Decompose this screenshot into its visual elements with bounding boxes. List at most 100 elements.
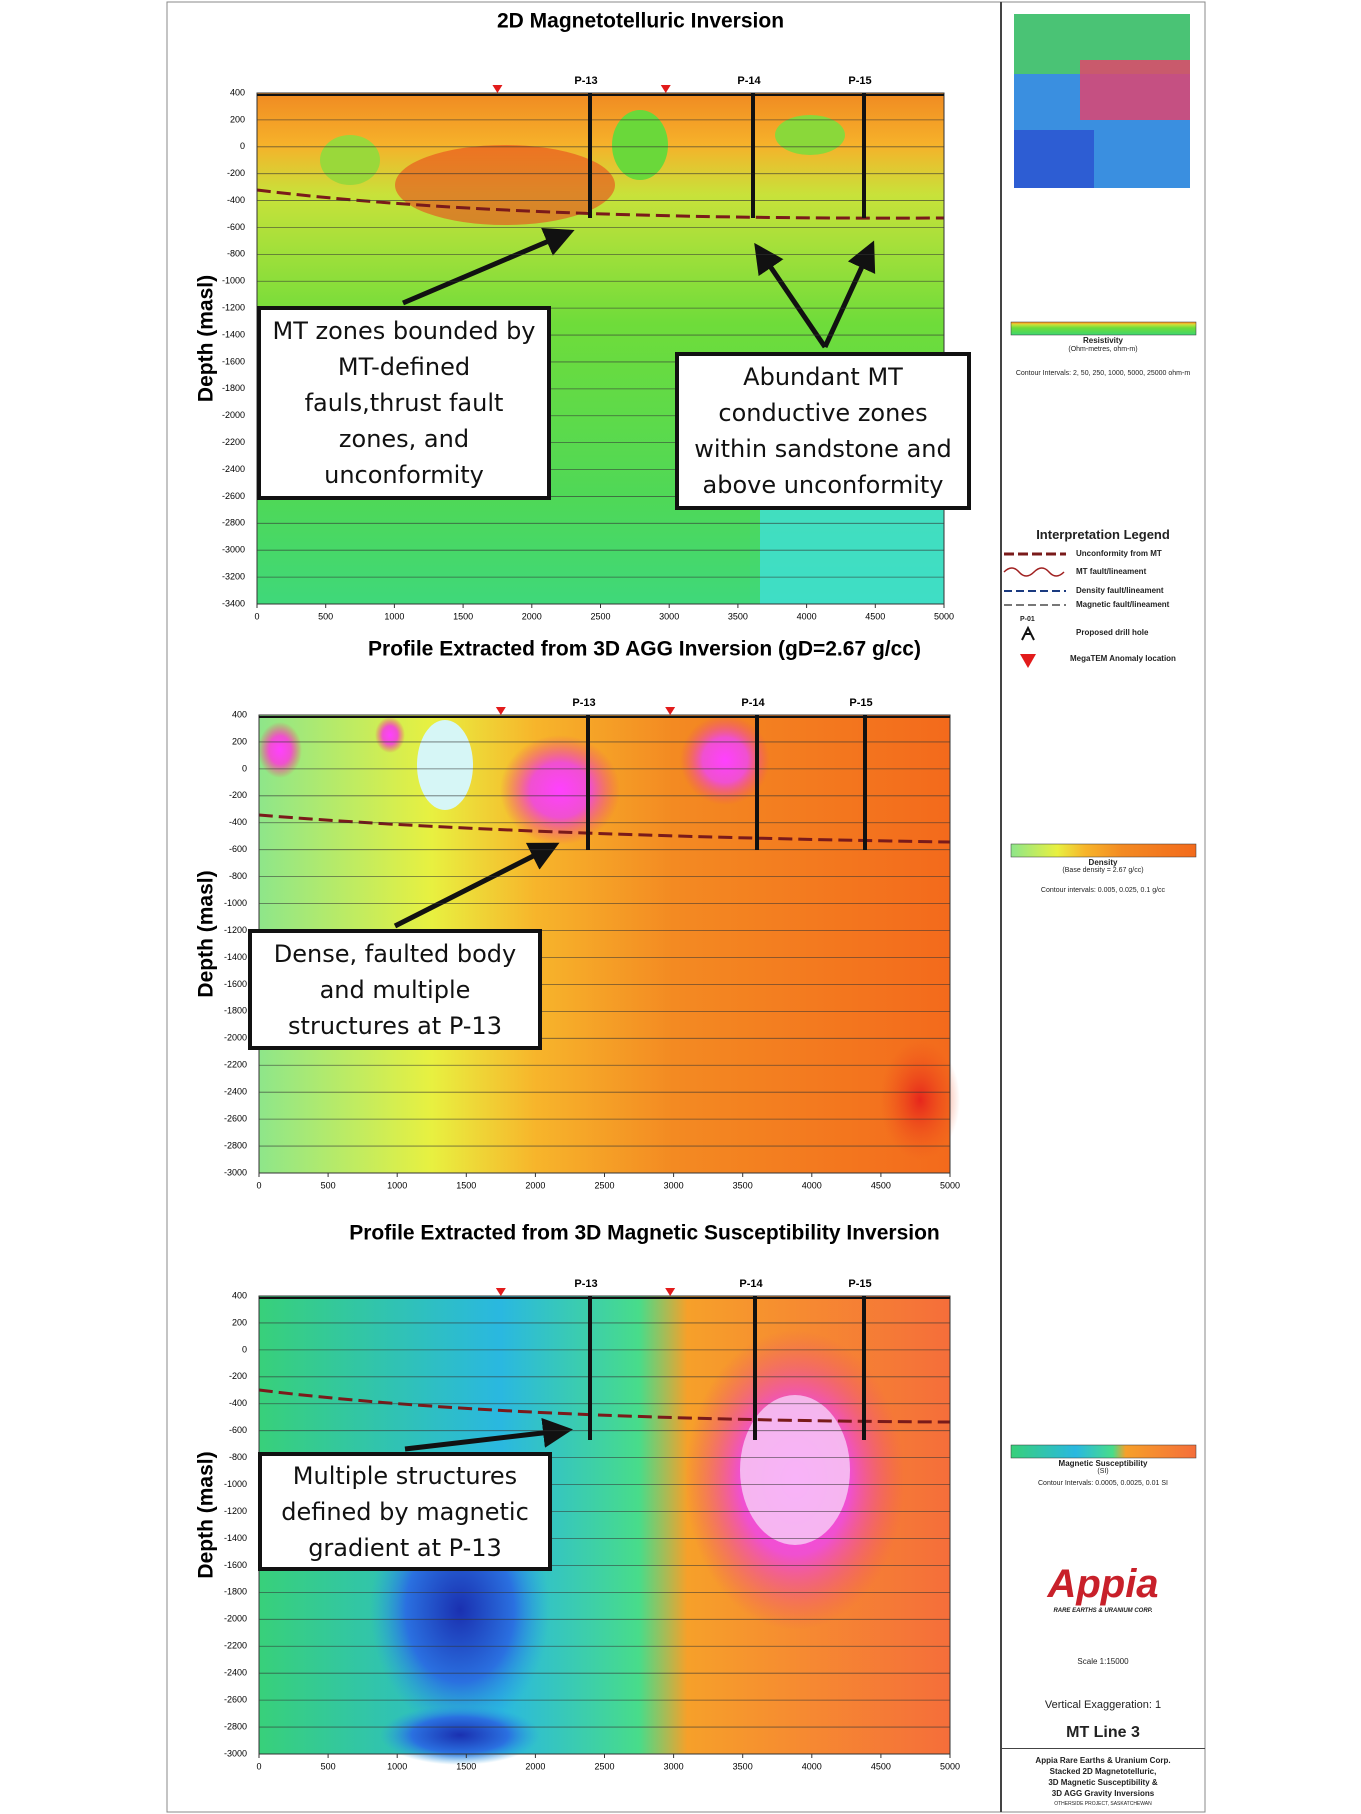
legend-title: Interpretation Legend — [1036, 527, 1170, 542]
y-tick-label: -2800 — [224, 1140, 247, 1150]
frame — [166, 1, 1206, 1813]
legend-symbol-label: P-01 — [1020, 616, 1035, 623]
drill-hole-label: P-14 — [741, 697, 765, 709]
y-tick-label: -1800 — [222, 383, 245, 393]
callout: MT zones bounded by MT-defined fauls,thr… — [257, 306, 551, 500]
y-tick-label: -2400 — [222, 464, 245, 474]
y-tick-label: 400 — [232, 709, 247, 719]
unconformity — [256, 188, 945, 220]
legend-item: Proposed drill hole — [1076, 628, 1149, 637]
colorbar-title: Density — [1088, 858, 1118, 867]
y-tick-label: 200 — [232, 736, 247, 746]
x-tick-label: 0 — [256, 1180, 261, 1190]
y-tick-label: -600 — [229, 1425, 247, 1435]
scale: Scale 1:15000 — [1077, 1657, 1129, 1666]
y-tick-label: -2000 — [224, 1033, 247, 1043]
x-tick-label: 3000 — [664, 1761, 684, 1771]
colorbar-title: Magnetic Susceptibility — [1058, 1459, 1148, 1468]
logo: Appia — [1047, 1562, 1159, 1606]
y-tick-label: -600 — [229, 844, 247, 854]
panel-title: Profile Extracted from 3D Magnetic Susce… — [349, 1222, 939, 1245]
colorbar-units: (Base density = 2.67 g/cc) — [1062, 867, 1144, 874]
y-tick-label: -2600 — [222, 491, 245, 501]
x-tick-label: 2500 — [590, 611, 610, 621]
panel-title: 2D Magnetotelluric Inversion — [497, 10, 784, 33]
y-tick-label: -200 — [227, 168, 245, 178]
legend-item: MT fault/lineament — [1076, 567, 1147, 576]
y-tick-label: 0 — [240, 141, 245, 151]
legend-item: MegaTEM Anomaly location — [1070, 654, 1176, 663]
anomaly-marker — [495, 1288, 506, 1296]
y-tick-label: -2600 — [224, 1694, 247, 1704]
title-block-line: 3D Magnetic Susceptibility & — [1048, 1778, 1158, 1787]
y-tick-label: 200 — [230, 114, 245, 124]
x-tick-label: 5000 — [940, 1761, 960, 1771]
y-tick-label: -200 — [229, 790, 247, 800]
anomaly-marker — [495, 707, 506, 715]
y-tick-label: -2200 — [222, 437, 245, 447]
y-axis-label: Depth (masl) — [195, 275, 218, 402]
y-tick-label: -1600 — [222, 356, 245, 366]
y-tick-label: -1400 — [224, 1533, 247, 1543]
y-tick-label: -200 — [229, 1371, 247, 1381]
x-tick-label: 1500 — [453, 611, 473, 621]
y-tick-label: -2000 — [222, 410, 245, 420]
drill-hole-label: P-14 — [739, 1278, 763, 1290]
y-tick-label: -2000 — [224, 1614, 247, 1624]
y-tick-label: 400 — [232, 1290, 247, 1300]
y-tick-label: -2200 — [224, 1641, 247, 1651]
title-block-line: Appia Rare Earths & Uranium Corp. — [1035, 1756, 1171, 1765]
y-tick-label: -1600 — [224, 979, 247, 989]
colorbar-units: (SI) — [1097, 1468, 1109, 1475]
x-tick-label: 3000 — [664, 1180, 684, 1190]
y-tick-label: -800 — [227, 249, 245, 259]
unconformity — [258, 813, 951, 844]
x-tick-label: 1000 — [387, 1180, 407, 1190]
x-tick-label: 1500 — [456, 1180, 476, 1190]
x-tick-label: 4000 — [802, 1180, 822, 1190]
y-tick-label: -2600 — [224, 1113, 247, 1123]
x-tick-label: 5000 — [940, 1180, 960, 1190]
y-tick-label: -1600 — [224, 1560, 247, 1570]
x-tick-label: 3500 — [733, 1180, 753, 1190]
y-tick-label: -1200 — [224, 925, 247, 935]
y-tick-label: -3000 — [222, 545, 245, 555]
x-tick-label: 2000 — [525, 1761, 545, 1771]
y-tick-label: 400 — [230, 87, 245, 97]
y-tick-label: -1800 — [224, 1006, 247, 1016]
y-axis-label: Depth (masl) — [195, 1451, 218, 1578]
title-block-line: 3D AGG Gravity Inversions — [1051, 1789, 1155, 1798]
y-tick-label: -2400 — [224, 1668, 247, 1678]
y-tick-label: -2200 — [224, 1060, 247, 1070]
contour-note: Contour Intervals: 0.0005, 0.0025, 0.01 … — [1038, 1480, 1168, 1487]
title-block-line: Stacked 2D Magnetotelluric, — [1049, 1767, 1157, 1776]
legend-item: Magnetic fault/lineament — [1076, 600, 1170, 609]
y-tick-label: -1000 — [224, 898, 247, 908]
y-tick-label: -1400 — [222, 329, 245, 339]
x-tick-label: 4000 — [802, 1761, 822, 1771]
x-tick-label: 4500 — [865, 611, 885, 621]
callout-arrows — [393, 227, 876, 1452]
sidebar-graphics — [1003, 14, 1197, 1459]
x-tick-label: 0 — [254, 611, 259, 621]
x-tick-label: 4500 — [871, 1761, 891, 1771]
x-tick-label: 2500 — [594, 1761, 614, 1771]
drill-hole-label: P-13 — [574, 75, 597, 87]
unconformity — [258, 1388, 951, 1424]
legend-item: Density fault/lineament — [1076, 586, 1164, 595]
colorbar-title: Resistivity — [1082, 336, 1124, 345]
y-tick-label: -800 — [229, 871, 247, 881]
title-block-rule — [1001, 1748, 1205, 1749]
panel-title: Profile Extracted from 3D AGG Inversion … — [368, 638, 921, 661]
x-tick-label: 500 — [321, 1761, 336, 1771]
drill-hole-label: P-15 — [848, 75, 871, 87]
drill-hole-label: P-13 — [572, 697, 595, 709]
y-tick-label: -2400 — [224, 1087, 247, 1097]
logo-subtitle: RARE EARTHS & URANIUM CORP. — [1053, 1608, 1153, 1614]
x-tick-label: 5000 — [934, 611, 954, 621]
y-tick-label: -1200 — [222, 303, 245, 313]
mt-section — [257, 93, 944, 604]
y-tick-label: 200 — [232, 1317, 247, 1327]
